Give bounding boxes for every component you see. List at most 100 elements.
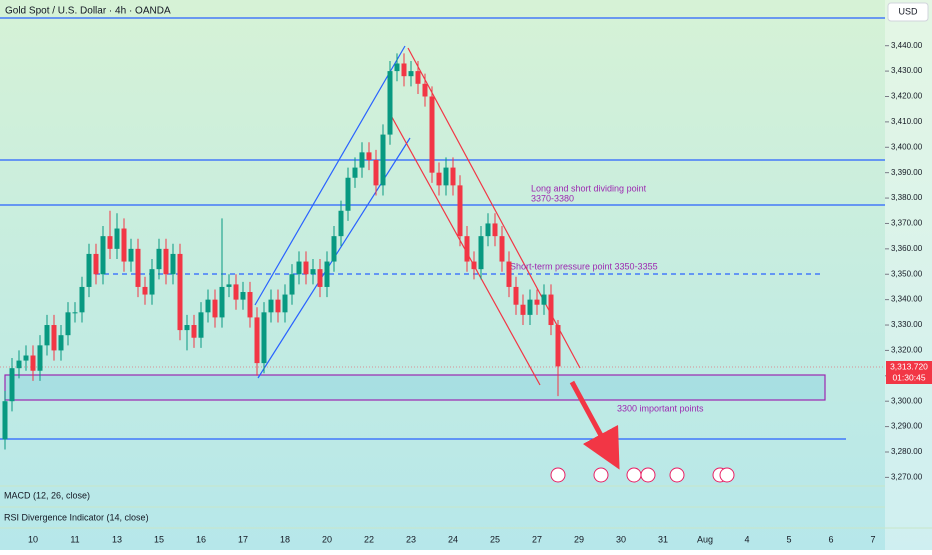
candle-body — [107, 236, 113, 249]
x-tick-label: 30 — [616, 534, 626, 544]
candle-body — [79, 286, 85, 313]
last-price-badge — [886, 361, 932, 384]
indicator-label: RSI Divergence Indicator (14, close) — [4, 512, 149, 522]
candle-body — [352, 167, 358, 178]
price-axis-bg — [885, 0, 932, 550]
candle-body — [492, 223, 498, 237]
x-tick-label: 5 — [786, 534, 791, 544]
candle-body — [149, 269, 155, 295]
candle-body — [457, 185, 463, 237]
currency-button[interactable] — [887, 2, 929, 22]
x-tick-label: 13 — [112, 534, 122, 544]
candle-body — [240, 292, 246, 300]
candle-body — [555, 325, 561, 367]
indicator-label: MACD (12, 26, close) — [4, 490, 90, 500]
candle-body — [450, 167, 456, 186]
candle-body — [135, 248, 141, 287]
candle-body — [401, 63, 407, 77]
candle-body — [443, 167, 449, 186]
candle-body — [86, 253, 92, 287]
candle-body — [37, 345, 43, 371]
x-tick-label: 18 — [280, 534, 290, 544]
x-tick-label: 23 — [406, 534, 416, 544]
y-tick-label: 3,320.00 — [891, 346, 923, 355]
candle-body — [324, 261, 330, 287]
candle-body — [44, 325, 50, 346]
annotation: Short-term pressure point 3350-3355 — [510, 261, 658, 271]
candle-body — [177, 253, 183, 331]
y-tick-label: 3,420.00 — [891, 92, 923, 101]
candle-body — [198, 312, 204, 338]
candle-body — [436, 172, 442, 186]
x-tick-label: 27 — [532, 534, 542, 544]
countdown: 01:30:45 — [892, 372, 925, 382]
x-tick-label: 7 — [870, 534, 875, 544]
candle-body — [93, 253, 99, 275]
candle-body — [464, 236, 470, 262]
y-tick-label: 3,270.00 — [891, 472, 923, 481]
event-icons — [550, 467, 735, 483]
candle-body — [534, 299, 540, 305]
candle-body — [156, 248, 162, 270]
y-tick-label: 3,400.00 — [891, 142, 923, 151]
candle-body — [51, 325, 57, 351]
x-tick-label: Aug — [697, 534, 713, 544]
candle-body — [275, 299, 281, 313]
last-price: 3,313.720 — [890, 361, 928, 371]
candle-body — [415, 71, 421, 84]
candle-body — [331, 236, 337, 262]
candle-body — [233, 284, 239, 300]
candle-body — [387, 71, 393, 135]
y-tick-label: 3,350.00 — [891, 269, 923, 278]
y-tick-label: 3,290.00 — [891, 422, 923, 431]
candle-body — [191, 325, 197, 338]
x-tick-label: 16 — [196, 534, 206, 544]
candle-body — [261, 312, 267, 364]
candle-body — [16, 360, 22, 369]
candle-body — [310, 269, 316, 275]
candle-body — [268, 299, 274, 313]
x-tick-label: 25 — [490, 534, 500, 544]
x-tick-label: 20 — [322, 534, 332, 544]
candle-body — [30, 355, 36, 371]
x-tick-label: 17 — [238, 534, 248, 544]
candle-body — [282, 294, 288, 313]
candle-body — [65, 312, 71, 336]
candle-body — [296, 261, 302, 275]
y-tick-label: 3,370.00 — [891, 219, 923, 228]
y-tick-label: 3,410.00 — [891, 117, 923, 126]
y-tick-label: 3,360.00 — [891, 244, 923, 253]
candle-body — [541, 294, 547, 305]
candle-body — [366, 152, 372, 160]
x-tick-label: 22 — [364, 534, 374, 544]
candle-body — [506, 261, 512, 287]
candle-body — [303, 261, 309, 275]
candle-body — [548, 294, 554, 326]
candle-body — [254, 317, 260, 364]
candle-body — [520, 304, 526, 315]
y-tick-label: 3,440.00 — [891, 41, 923, 50]
candle-body — [219, 286, 225, 318]
y-tick-label: 3,380.00 — [891, 193, 923, 202]
candle-body — [72, 312, 78, 314]
support-zone — [4, 374, 826, 401]
candle-body — [422, 83, 428, 97]
candle-body — [380, 134, 386, 186]
candle-body — [317, 269, 323, 287]
candle-body — [23, 355, 29, 361]
candle-body — [163, 248, 169, 275]
candle-body — [499, 236, 505, 262]
x-tick-label: 24 — [448, 534, 458, 544]
currency[interactable]: USD — [898, 6, 918, 16]
candle-body — [408, 71, 414, 77]
y-tick-label: 3,340.00 — [891, 295, 923, 304]
candle-body — [394, 63, 400, 72]
arrow — [569, 380, 620, 470]
candle-body — [513, 286, 519, 305]
candle-body — [9, 368, 15, 402]
candle-body — [114, 228, 120, 249]
y-tick-label: 3,280.00 — [891, 447, 923, 456]
candle-body — [345, 177, 351, 211]
x-tick-label: 4 — [744, 534, 749, 544]
